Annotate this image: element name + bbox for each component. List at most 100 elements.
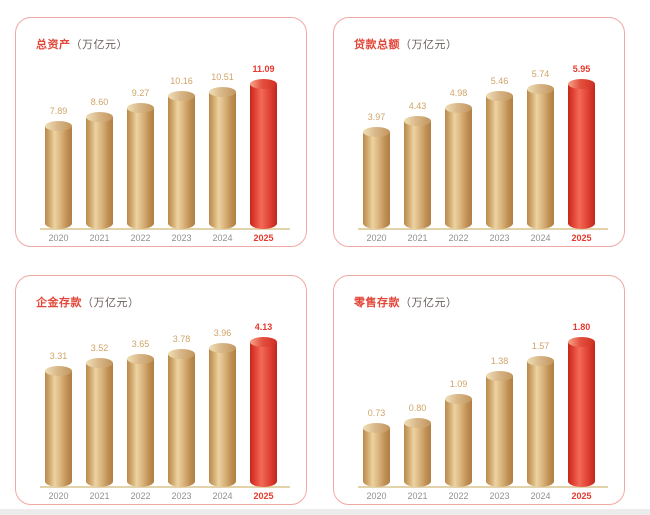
bar-slot: 10.51 (202, 72, 243, 229)
bar-slot: 3.97 (356, 112, 397, 229)
year-label: 2022 (130, 233, 151, 243)
year-label: 2022 (130, 491, 151, 501)
bar-cylinder-top (127, 354, 154, 364)
chart-unit-label: （万亿元） (400, 297, 458, 309)
bar-cylinder-top (168, 91, 195, 101)
bar-value-label: 4.43 (408, 101, 427, 111)
bar-cylinder-highlight (250, 79, 277, 229)
bar-slot: 3.96 (202, 328, 243, 487)
bars-row: 0.73 0.80 1.09 1.38 1.57 1.80 (334, 322, 624, 487)
bar-cylinder (527, 356, 554, 487)
bar-cylinder-top (209, 343, 236, 353)
bar-value-label: 9.27 (131, 88, 150, 98)
bar-value-label: 3.96 (213, 328, 232, 338)
years-row: 2020 2021 2022 2023 2024 2025 (16, 233, 306, 243)
bar-cylinder-top (486, 91, 513, 101)
year-label: 2023 (171, 233, 192, 243)
year-label: 2020 (48, 233, 69, 243)
bar-value-label: 8.60 (90, 97, 109, 107)
axis-baseline (40, 228, 290, 230)
bar-cylinder-top (445, 394, 472, 404)
year-label: 2021 (407, 233, 428, 243)
bar-value-label: 3.31 (49, 351, 68, 361)
bar-cylinder-top (86, 112, 113, 122)
bar-slot: 0.73 (356, 408, 397, 487)
bar-cylinder (45, 366, 72, 487)
bar-cylinder (445, 394, 472, 487)
chart-title-text: 贷款总额 (354, 39, 400, 51)
years-row: 2020 2021 2022 2023 2024 2025 (334, 491, 624, 501)
bar-slot: 3.78 (161, 334, 202, 487)
bar-value-label: 10.16 (170, 76, 193, 86)
chart-title-text: 零售存款 (354, 297, 400, 309)
bar-cylinder-top (404, 418, 431, 428)
year-label: 2023 (171, 491, 192, 501)
bar-value-label: 3.65 (131, 339, 150, 349)
year-label: 2021 (89, 491, 110, 501)
bar-slot: 3.31 (38, 351, 79, 487)
year-label: 2022 (448, 233, 469, 243)
chart-panel-total-loans: 贷款总额（万亿元） 3.97 4.43 4.98 5.46 5.74 5.95 2020 2… (333, 17, 625, 247)
bar-cylinder (45, 121, 72, 229)
year-label: 2025 (571, 491, 592, 501)
bar-cylinder-top (445, 103, 472, 113)
year-label: 2024 (212, 491, 233, 501)
axis-baseline (358, 486, 608, 488)
bar-cylinder-top (404, 116, 431, 126)
bars-row: 7.89 8.60 9.27 10.16 10.51 11.09 (16, 64, 306, 229)
page-bottom-strip (0, 509, 650, 515)
bars-row: 3.97 4.43 4.98 5.46 5.74 5.95 (334, 64, 624, 229)
bar-slot: 9.27 (120, 88, 161, 229)
bar-value-label: 3.52 (90, 343, 109, 353)
bar-cylinder-top (45, 121, 72, 131)
axis-baseline (358, 228, 608, 230)
bar-cylinder (127, 103, 154, 229)
bar-slot: 8.60 (79, 97, 120, 229)
bar-value-label: 5.95 (572, 64, 591, 74)
bar-cylinder-top (363, 127, 390, 137)
years-row: 2020 2021 2022 2023 2024 2025 (334, 233, 624, 243)
chart-title: 总资产（万亿元） (36, 36, 128, 52)
year-label: 2025 (253, 491, 274, 501)
bar-slot: 10.16 (161, 76, 202, 229)
year-label: 2020 (48, 491, 69, 501)
bar-cylinder (209, 87, 236, 229)
bar-value-label: 0.73 (367, 408, 386, 418)
year-label: 2025 (253, 233, 274, 243)
bar-cylinder (168, 91, 195, 229)
chart-panel-corporate-deposits: 企金存款（万亿元） 3.31 3.52 3.65 3.78 3.96 4.13 2020 2… (15, 275, 307, 505)
bar-cylinder (404, 418, 431, 487)
bar-cylinder-top (527, 84, 554, 94)
year-label: 2024 (530, 491, 551, 501)
year-label: 2024 (530, 233, 551, 243)
bar-cylinder-top (363, 423, 390, 433)
bar-value-label: 5.74 (531, 69, 550, 79)
bar-value-label: 11.09 (252, 64, 275, 74)
bar-slot: 5.95 (561, 64, 602, 229)
bar-cylinder (445, 103, 472, 229)
chart-panel-total-assets: 总资产（万亿元） 7.89 8.60 9.27 10.16 10.51 11.09 202… (15, 17, 307, 247)
bar-cylinder-highlight (250, 337, 277, 487)
bar-cylinder-top (568, 79, 595, 89)
year-label: 2022 (448, 491, 469, 501)
bar-cylinder-top (486, 371, 513, 381)
bar-cylinder (486, 91, 513, 229)
year-label: 2021 (407, 491, 428, 501)
year-label: 2023 (489, 233, 510, 243)
bar-value-label: 1.57 (531, 341, 550, 351)
year-label: 2025 (571, 233, 592, 243)
bar-cylinder-top (127, 103, 154, 113)
bar-slot: 4.13 (243, 322, 284, 487)
bar-value-label: 7.89 (49, 106, 68, 116)
bar-cylinder (404, 116, 431, 229)
bar-slot: 3.65 (120, 339, 161, 487)
bar-value-label: 4.98 (449, 88, 468, 98)
bar-slot: 1.80 (561, 322, 602, 487)
bar-value-label: 1.80 (572, 322, 591, 332)
bar-cylinder-top (209, 87, 236, 97)
bar-cylinder-top (250, 79, 277, 89)
bar-cylinder (363, 423, 390, 487)
year-label: 2021 (89, 233, 110, 243)
bar-cylinder (86, 358, 113, 487)
